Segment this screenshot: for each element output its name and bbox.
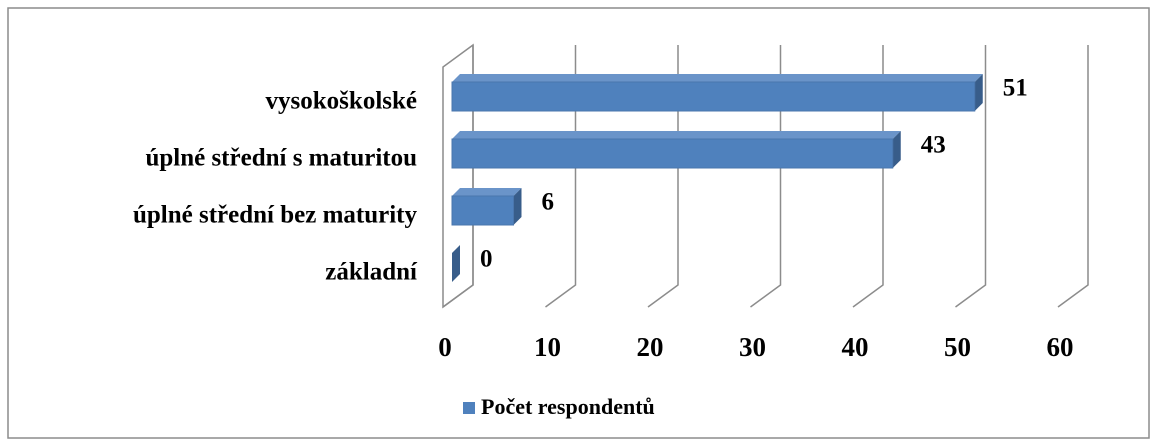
grid-line <box>852 45 884 308</box>
legend-swatch <box>463 402 475 414</box>
bar-top <box>452 74 983 82</box>
value-label: 43 <box>921 132 946 159</box>
bar-side <box>452 245 460 282</box>
bar-side <box>892 131 901 168</box>
legend-label: Počet respondentů <box>481 394 655 419</box>
x-tick-label: 40 <box>842 332 869 362</box>
value-label: 51 <box>1003 75 1028 102</box>
grid-line <box>647 45 679 308</box>
grid-line <box>955 45 987 308</box>
y-tick-label: úplné střední bez maturity <box>133 202 418 229</box>
x-tick-label: 60 <box>1047 332 1074 362</box>
bar-top <box>452 131 901 139</box>
x-tick-label: 10 <box>534 332 561 362</box>
value-label: 0 <box>480 246 493 273</box>
y-tick-label: úplné střední s maturitou <box>145 145 417 172</box>
bar <box>451 81 976 112</box>
bar <box>451 195 514 226</box>
x-tick-label: 50 <box>944 332 971 362</box>
bar <box>451 138 894 169</box>
y-tick-label: základní <box>325 259 418 286</box>
grid-line <box>1057 45 1089 308</box>
grid-line <box>442 45 474 308</box>
grid-line <box>750 45 782 308</box>
x-tick-label: 20 <box>637 332 664 362</box>
value-label: 6 <box>542 189 555 216</box>
y-tick-label: vysokoškolské <box>266 88 417 115</box>
bar-side <box>974 74 983 111</box>
bar-side <box>513 188 522 225</box>
x-tick-label: 30 <box>739 332 766 362</box>
x-tick-label: 0 <box>438 332 452 362</box>
grid-line <box>545 45 577 308</box>
bar-top <box>452 188 522 196</box>
